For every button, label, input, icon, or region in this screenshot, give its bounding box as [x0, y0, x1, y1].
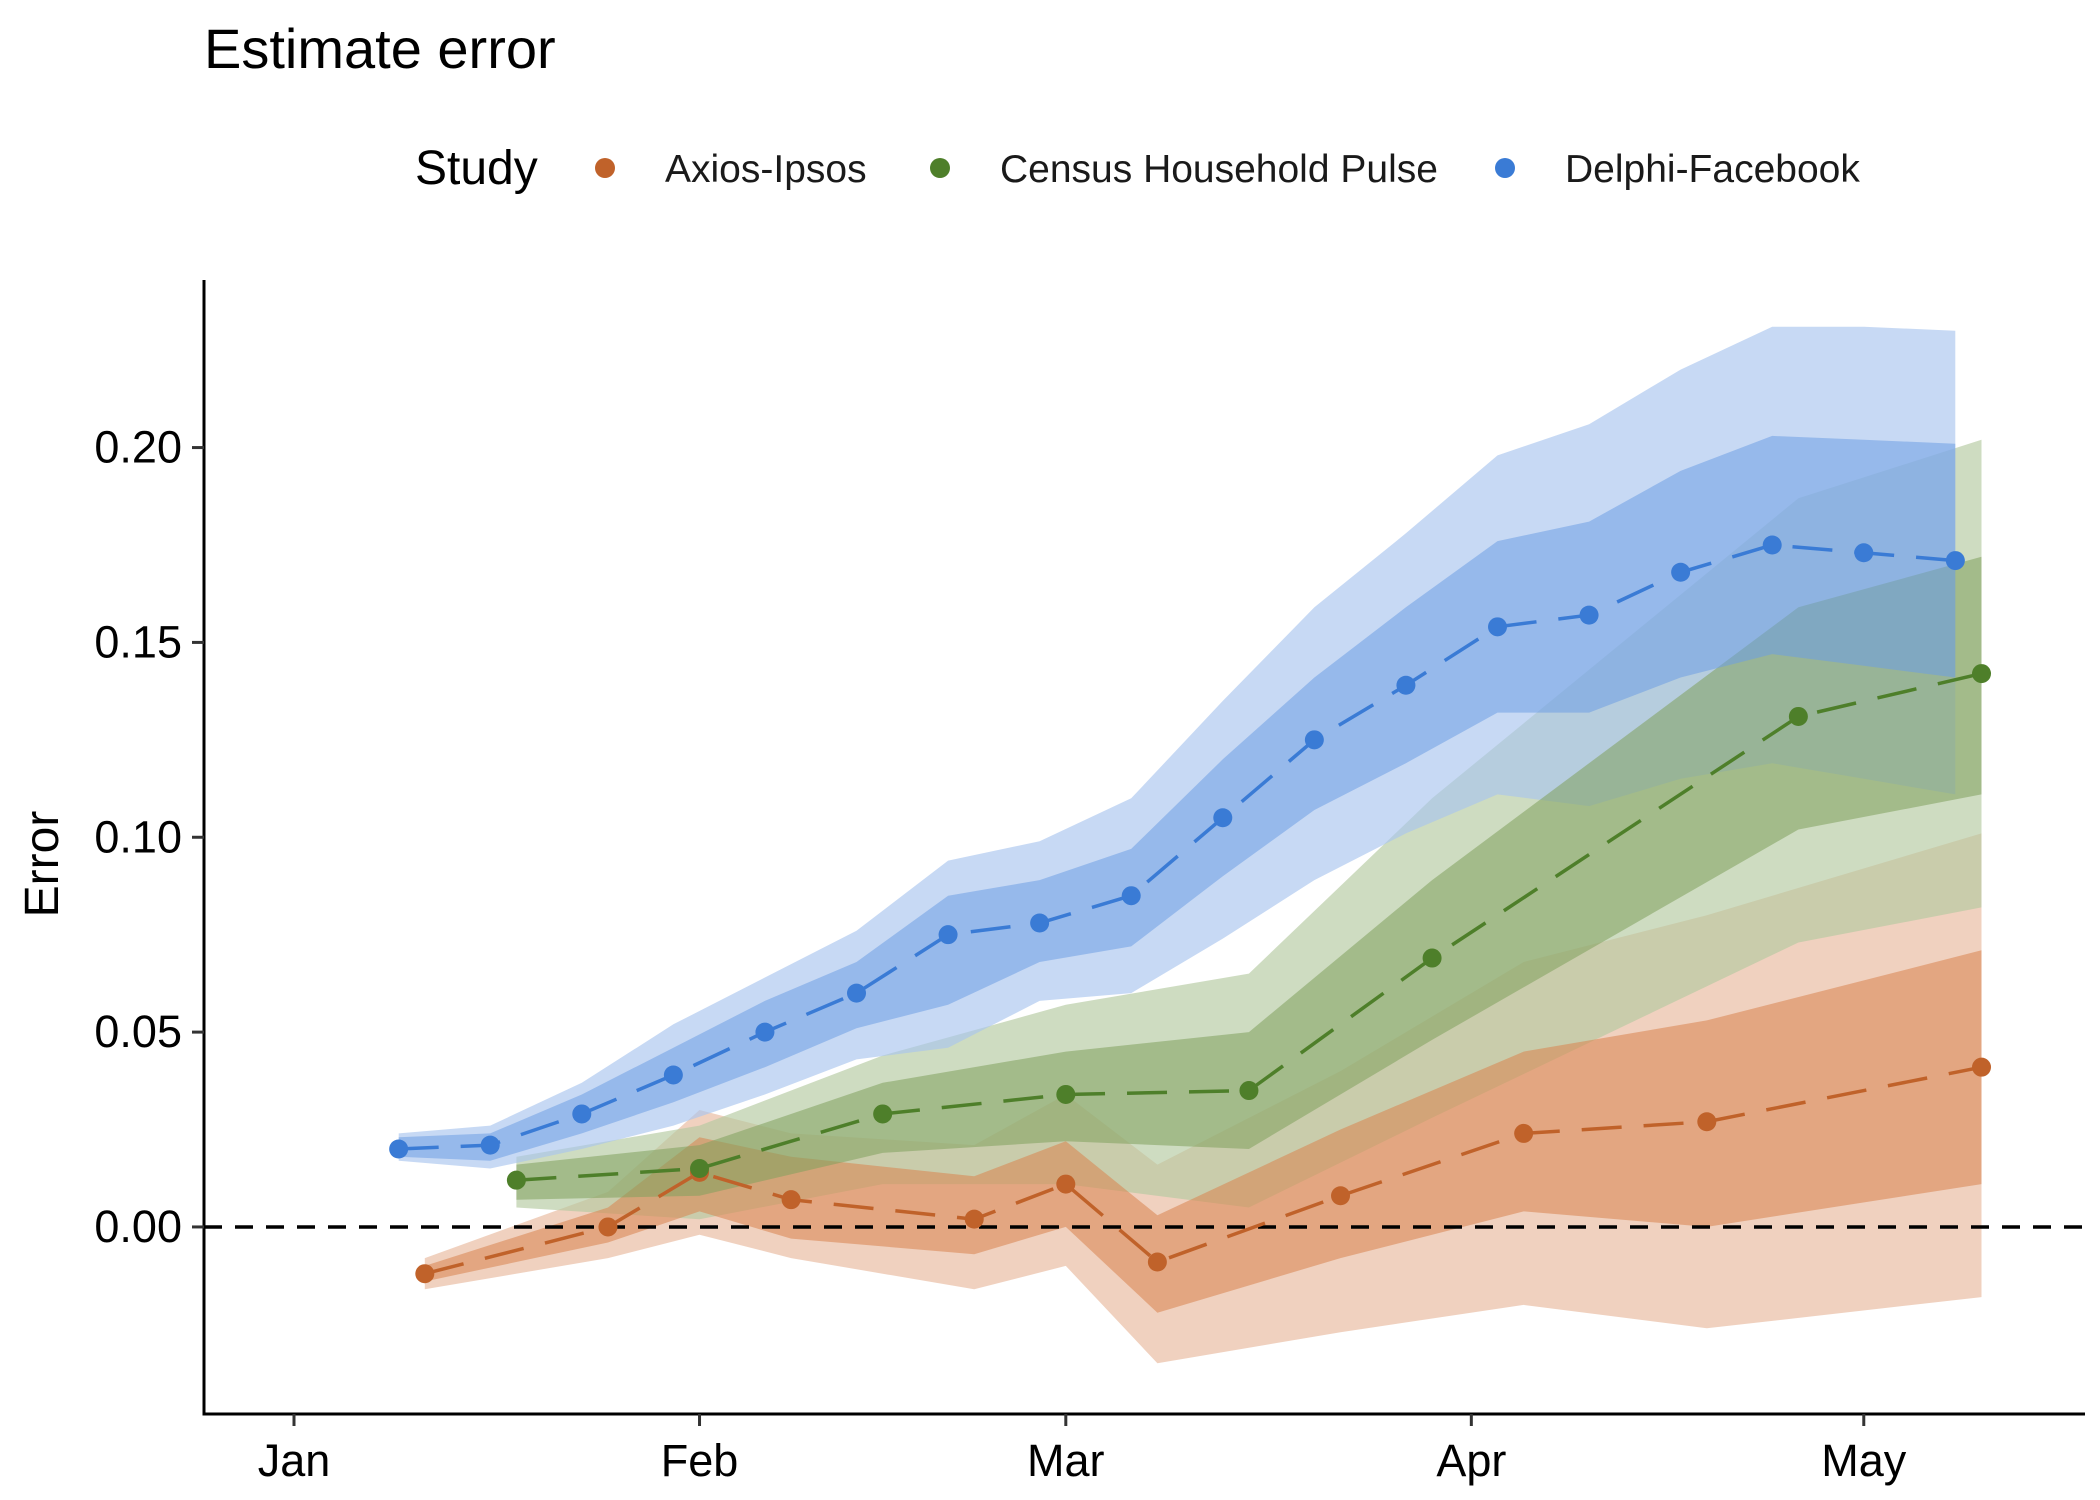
data-point-census-household-pulse — [1239, 1081, 1259, 1101]
legend-marker-delphi-facebook — [1495, 158, 1515, 178]
data-point-census-household-pulse — [873, 1104, 893, 1124]
y-tick-label: 0.00 — [94, 1201, 182, 1252]
data-point-axios-ipsos — [1972, 1057, 1992, 1077]
x-tick-label: Feb — [661, 1435, 739, 1486]
legend: Study Axios-Ipsos Census Household Pulse D… — [415, 142, 1860, 195]
data-point-delphi-facebook — [1579, 605, 1599, 625]
data-point-axios-ipsos — [964, 1209, 984, 1229]
data-point-axios-ipsos — [1056, 1174, 1076, 1194]
legend-label-axios-ipsos: Axios-Ipsos — [665, 148, 867, 191]
data-point-delphi-facebook — [1762, 535, 1782, 555]
data-point-axios-ipsos — [1697, 1112, 1717, 1132]
x-tick-label: May — [1821, 1435, 1907, 1486]
y-tick-label: 0.15 — [94, 616, 182, 667]
data-point-delphi-facebook — [755, 1022, 775, 1042]
data-point-delphi-facebook — [1487, 617, 1507, 637]
data-point-delphi-facebook — [1213, 808, 1233, 828]
data-point-census-household-pulse — [506, 1170, 526, 1190]
data-point-delphi-facebook — [1945, 551, 1965, 571]
x-tick-label: Mar — [1027, 1435, 1105, 1486]
series-lines — [398, 543, 1982, 1276]
data-point-census-household-pulse — [1972, 664, 1992, 684]
band-inner-axios-ipsos — [424, 950, 1982, 1313]
data-point-delphi-facebook — [1854, 543, 1874, 563]
data-point-delphi-facebook — [938, 925, 958, 945]
legend-marker-census-household-pulse — [930, 158, 950, 178]
x-tick-label: Jan — [258, 1435, 331, 1486]
data-point-delphi-facebook — [1030, 913, 1050, 933]
series-line-census-household-pulse — [516, 671, 1982, 1182]
data-point-census-household-pulse — [1056, 1084, 1076, 1104]
axes: 0.00 0.05 0.10 0.15 0.20 Jan Feb Mar Apr May — [94, 280, 2085, 1486]
data-point-delphi-facebook — [389, 1139, 409, 1159]
data-point-census-household-pulse — [690, 1158, 710, 1178]
data-point-delphi-facebook — [480, 1135, 500, 1155]
data-point-delphi-facebook — [1304, 730, 1324, 750]
legend-marker-axios-ipsos — [595, 158, 615, 178]
data-point-delphi-facebook — [1121, 886, 1141, 906]
legend-label-census-household-pulse: Census Household Pulse — [1000, 148, 1438, 191]
y-tick-label: 0.05 — [94, 1006, 182, 1057]
data-point-axios-ipsos — [1331, 1186, 1351, 1206]
data-point-delphi-facebook — [1396, 675, 1416, 695]
data-point-axios-ipsos — [1514, 1123, 1534, 1143]
legend-label-delphi-facebook: Delphi-Facebook — [1565, 148, 1860, 191]
data-point-delphi-facebook — [572, 1104, 592, 1124]
legend-title: Study — [415, 142, 538, 195]
data-point-census-household-pulse — [1788, 706, 1808, 726]
series-points — [389, 535, 1992, 1284]
series-line-delphi-facebook — [398, 543, 1956, 1151]
data-point-axios-ipsos — [1147, 1252, 1167, 1272]
data-point-delphi-facebook — [1671, 562, 1691, 582]
data-point-delphi-facebook — [847, 983, 867, 1003]
data-point-census-household-pulse — [1422, 948, 1442, 968]
data-point-axios-ipsos — [598, 1217, 618, 1237]
x-tick-label: Apr — [1436, 1435, 1506, 1486]
y-axis-title: Error — [16, 811, 69, 918]
series-line-axios-ipsos — [424, 1065, 1982, 1276]
chart-title: Estimate error — [204, 17, 556, 80]
y-tick-label: 0.10 — [94, 811, 182, 862]
data-point-delphi-facebook — [663, 1065, 683, 1085]
band-outer-census-household-pulse — [516, 439, 1982, 1220]
data-point-axios-ipsos — [781, 1190, 801, 1210]
y-tick-label: 0.20 — [94, 422, 182, 473]
data-point-axios-ipsos — [415, 1264, 435, 1284]
confidence-bands — [398, 326, 1982, 1364]
